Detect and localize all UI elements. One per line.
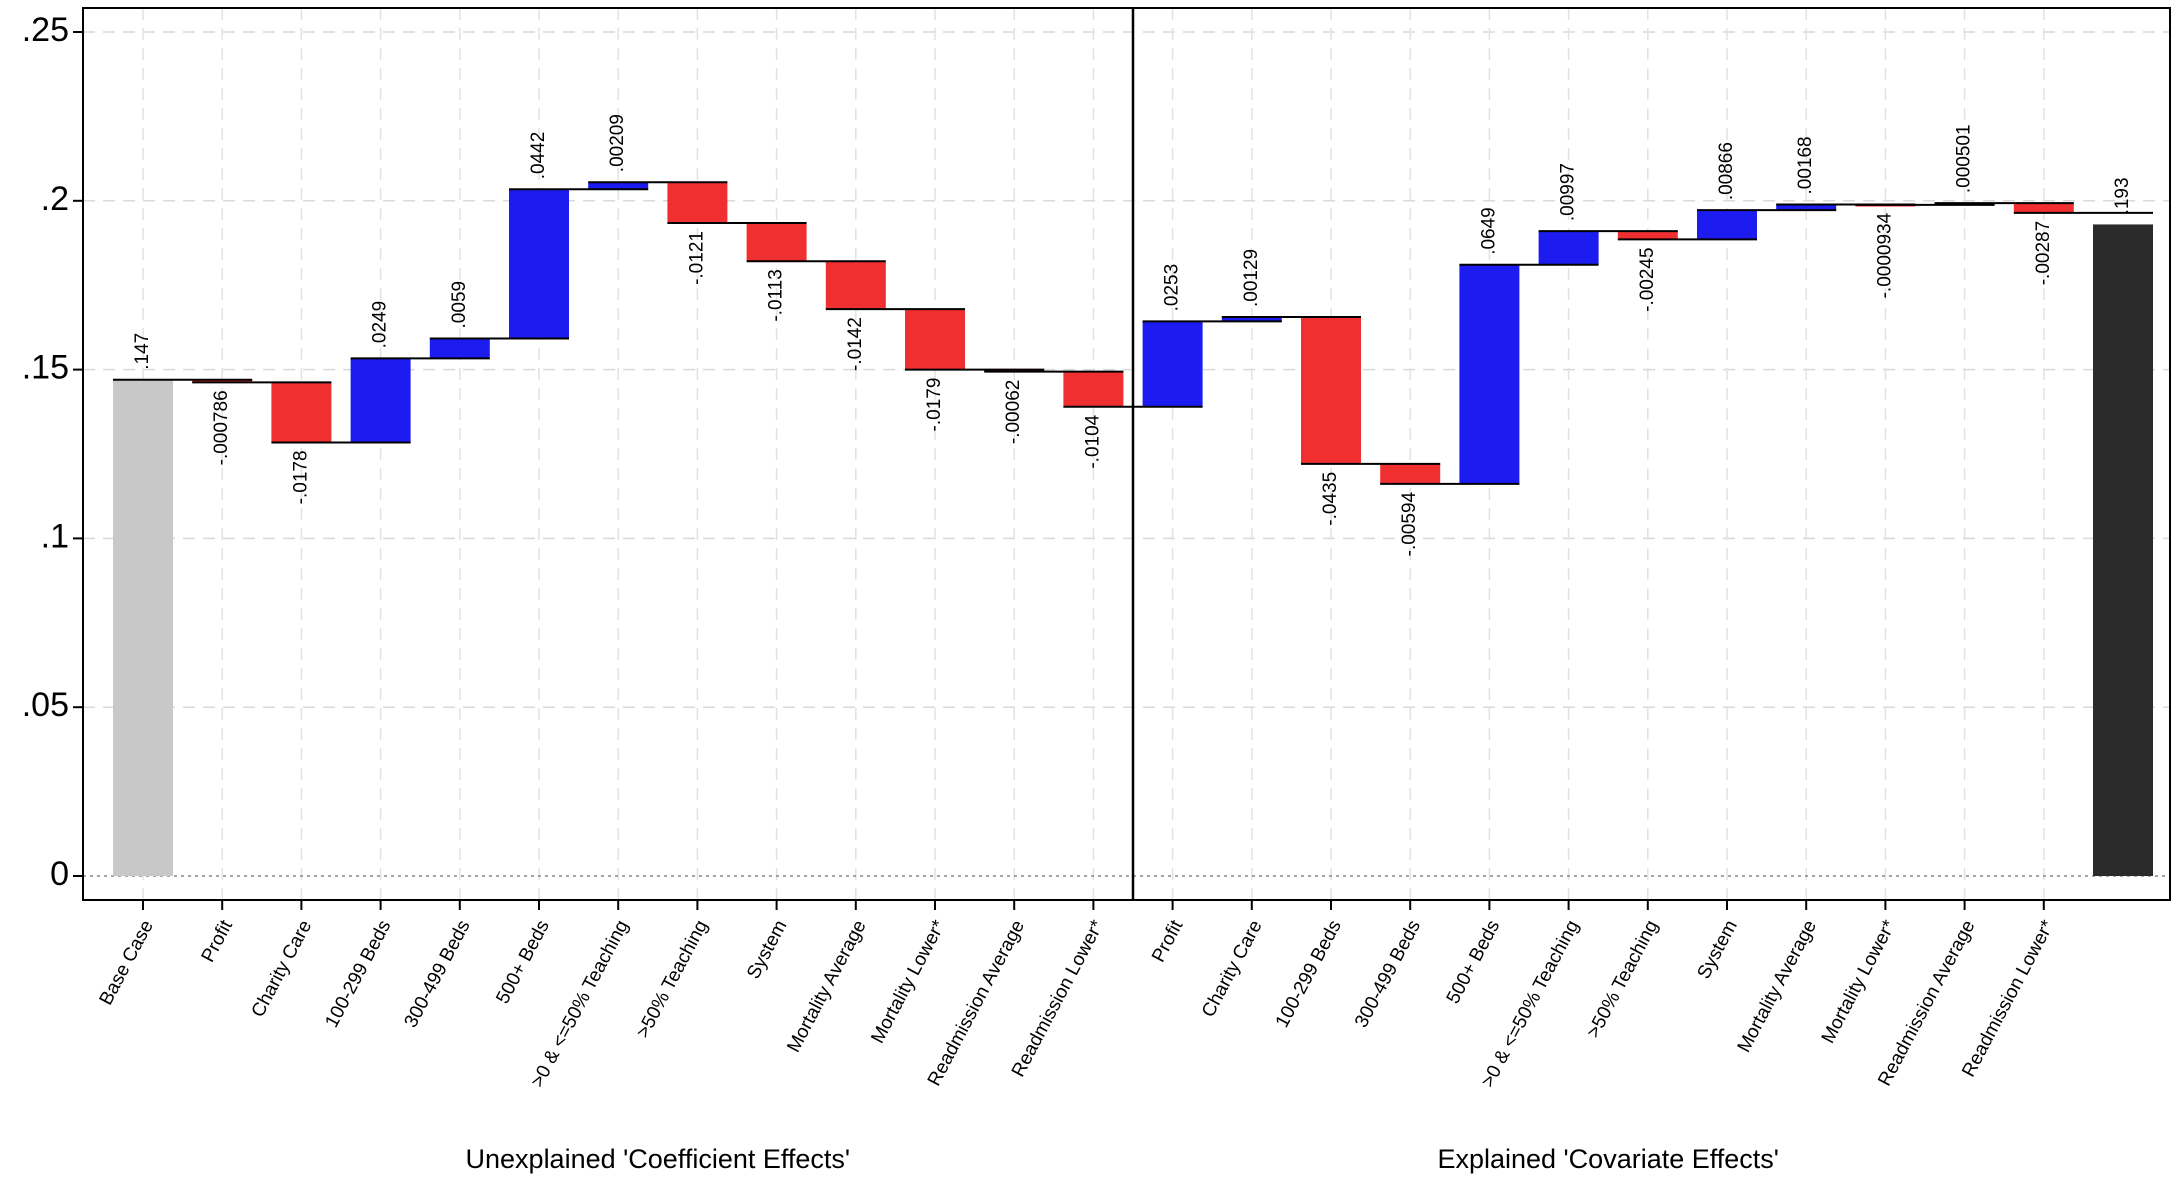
x-tick-label: 500+ Beds bbox=[492, 917, 553, 1008]
x-tick-label: Base Case bbox=[96, 917, 158, 1009]
data-label: .193 bbox=[2112, 177, 2133, 214]
data-label: .147 bbox=[132, 333, 153, 370]
bar-step bbox=[825, 261, 886, 310]
data-labels: .147 -.000786 -.0178 .0249 .0059 .0442 .00209 -… bbox=[132, 114, 2133, 556]
data-label: -.000786 bbox=[211, 390, 232, 465]
connector-lines bbox=[113, 181, 2153, 485]
bar-base-case bbox=[113, 379, 173, 876]
x-tick-label: System bbox=[743, 917, 791, 983]
bar-step bbox=[2013, 203, 2074, 213]
data-label: -.0179 bbox=[924, 378, 945, 432]
y-tick-label: .25 bbox=[22, 11, 69, 49]
data-label: .00129 bbox=[1241, 249, 1262, 307]
data-label: -.0000934 bbox=[1874, 212, 1895, 298]
x-tick-label: Mortality Lower* bbox=[867, 916, 950, 1047]
y-axis-ticks: 0 .05 .1 .15 .2 .25 bbox=[22, 11, 83, 893]
data-label: .00168 bbox=[1795, 136, 1816, 194]
x-tick-label: Mortality Average bbox=[1734, 917, 1821, 1056]
y-tick-label: .1 bbox=[41, 517, 69, 555]
data-label: .00866 bbox=[1716, 142, 1737, 200]
bar-step bbox=[509, 189, 569, 339]
data-label: .00209 bbox=[607, 114, 628, 172]
axes bbox=[82, 7, 2171, 901]
bar-step bbox=[271, 382, 332, 443]
bar-step bbox=[1776, 204, 1837, 211]
bar-step bbox=[1301, 317, 1361, 464]
section-label: Unexplained 'Coefficient Effects' bbox=[466, 1144, 851, 1174]
data-label: -.0104 bbox=[1082, 414, 1103, 468]
x-tick-label: Mortality Lower* bbox=[1818, 916, 1901, 1047]
bar-step bbox=[1697, 210, 1757, 240]
x-tick-label: Profit bbox=[198, 916, 238, 966]
x-tick-label: Charity Care bbox=[1198, 917, 1267, 1021]
x-tick-label: 300-499 Beds bbox=[1351, 917, 1425, 1031]
bar-step bbox=[905, 309, 965, 370]
data-label: -.00594 bbox=[1399, 491, 1420, 556]
y-tick-label: .2 bbox=[41, 180, 69, 218]
y-tick-label: 0 bbox=[50, 855, 69, 893]
data-label: -.0121 bbox=[686, 231, 707, 285]
x-axis-ticks: Base Case Profit Charity Care 100-299 Beds 3… bbox=[96, 900, 2059, 1091]
data-label: .0253 bbox=[1162, 264, 1183, 312]
bar-step bbox=[984, 369, 1045, 372]
x-tick-label: >50% Teaching bbox=[1583, 917, 1663, 1042]
bar-step bbox=[1617, 231, 1678, 240]
bars bbox=[113, 182, 2153, 876]
bar-step bbox=[1459, 264, 1520, 484]
x-tick-label: Readmission Lower* bbox=[1958, 916, 2059, 1080]
data-label: -.00245 bbox=[1637, 247, 1658, 311]
bar-step bbox=[429, 338, 490, 359]
bar-step bbox=[667, 182, 728, 224]
data-label: -.0435 bbox=[1320, 472, 1341, 526]
bar-step bbox=[746, 223, 807, 262]
x-tick-label: 100-299 Beds bbox=[1272, 917, 1346, 1031]
bar-end bbox=[2093, 224, 2153, 876]
bar-step bbox=[1063, 371, 1124, 407]
data-label: .0249 bbox=[370, 301, 391, 349]
section-labels: Unexplained 'Coefficient Effects' Explain… bbox=[466, 1144, 1779, 1174]
data-label: -.0178 bbox=[290, 450, 311, 504]
grid-lines bbox=[83, 8, 2170, 900]
y-tick-label: .05 bbox=[22, 686, 69, 724]
plot-frame bbox=[82, 7, 2171, 901]
x-tick-label: 100-299 Beds bbox=[321, 917, 395, 1031]
x-tick-label: >50% Teaching bbox=[633, 917, 713, 1042]
bar-step bbox=[192, 379, 253, 383]
bar-step bbox=[1538, 231, 1599, 265]
data-label: .00997 bbox=[1558, 163, 1579, 221]
x-tick-label: Profit bbox=[1148, 916, 1188, 966]
data-label: -.0142 bbox=[845, 317, 866, 371]
x-tick-label: 300-499 Beds bbox=[401, 917, 475, 1031]
x-tick-label: Readmission Lower* bbox=[1008, 916, 1109, 1080]
data-label: .0649 bbox=[1478, 207, 1499, 255]
section-label: Explained 'Covariate Effects' bbox=[1437, 1144, 1779, 1174]
x-tick-label: Mortality Average bbox=[783, 917, 870, 1056]
data-label: .0059 bbox=[449, 281, 470, 329]
x-tick-label: System bbox=[1694, 917, 1742, 983]
bar-step bbox=[1221, 317, 1282, 322]
bar-step bbox=[1380, 463, 1441, 484]
bar-step bbox=[588, 182, 649, 190]
data-label: -.00062 bbox=[1003, 380, 1024, 444]
data-label: .000501 bbox=[1954, 124, 1975, 193]
y-tick-label: .15 bbox=[22, 349, 69, 387]
data-label: -.0113 bbox=[766, 269, 787, 321]
x-tick-label: 500+ Beds bbox=[1443, 917, 1504, 1008]
data-label: .0442 bbox=[528, 132, 549, 180]
data-label: -.00287 bbox=[2033, 221, 2054, 285]
bar-step bbox=[1142, 321, 1203, 407]
bar-step bbox=[350, 358, 411, 443]
x-tick-label: Charity Care bbox=[248, 917, 317, 1021]
